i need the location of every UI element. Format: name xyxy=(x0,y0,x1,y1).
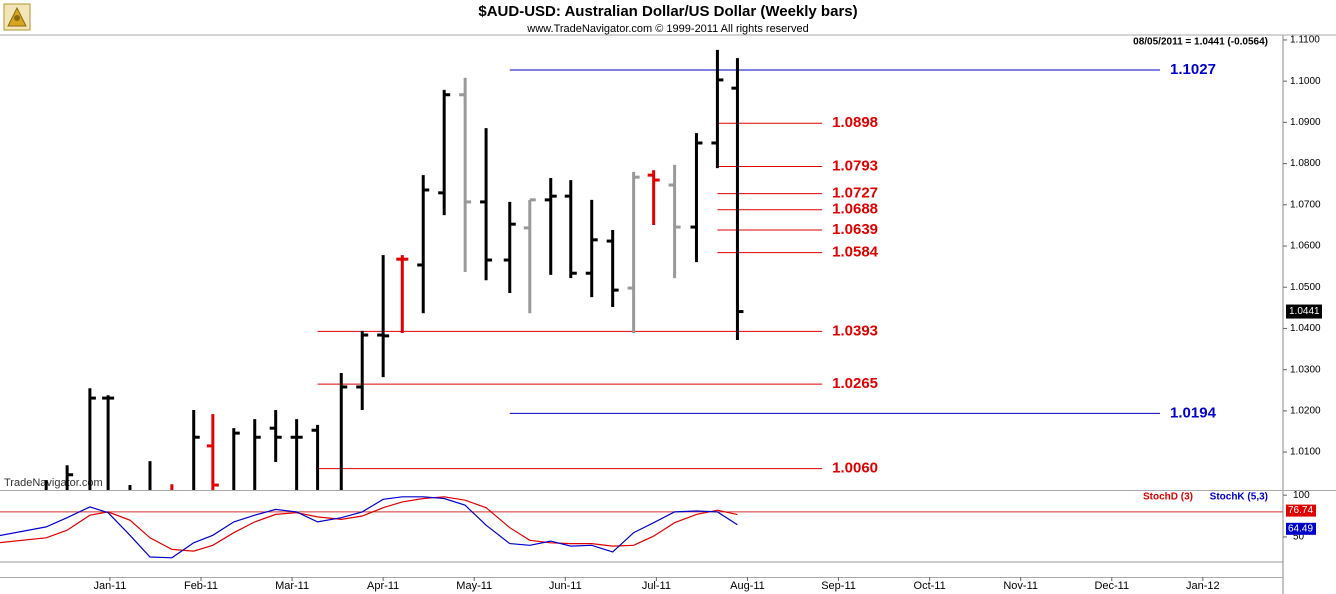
stoch-line xyxy=(0,496,738,559)
level-label: 1.0639 xyxy=(832,221,878,238)
last-value-box xyxy=(1286,522,1316,535)
level-label: 1.0688 xyxy=(832,201,878,218)
level-label: 1.0393 xyxy=(832,322,878,339)
level-label: 1.0793 xyxy=(832,157,878,174)
x-tick-label: Oct-11 xyxy=(914,580,946,592)
x-tick-label: Jul-11 xyxy=(642,580,671,592)
x-tick-label: Nov-11 xyxy=(1003,580,1038,592)
x-tick-label: Dec-11 xyxy=(1094,580,1129,592)
last-price-label: 1.0441 xyxy=(1289,306,1320,317)
level-label: 1.0727 xyxy=(832,185,878,202)
x-tick-label: Jan-12 xyxy=(1186,580,1220,592)
y-tick-label: 1.0800 xyxy=(1290,158,1321,169)
last-value-label: 76.74 xyxy=(1288,505,1313,516)
y-tick-label: 1.0200 xyxy=(1290,406,1321,417)
legend-entry: StochK (5,3) xyxy=(1210,492,1268,503)
y-tick-label: 1.1100 xyxy=(1290,35,1320,46)
y-tick-label: 1.1000 xyxy=(1290,76,1321,87)
level-label: 1.0584 xyxy=(832,244,879,261)
watermark: TradeNavigator.com xyxy=(4,477,103,489)
y-tick-label: 1.0300 xyxy=(1290,364,1321,375)
y-tick-label: 1.0400 xyxy=(1290,323,1321,334)
price-header: 08/05/2011 = 1.0441 (-0.0564) xyxy=(1133,37,1268,48)
last-value-box xyxy=(1286,504,1316,517)
level-label: 1.1027 xyxy=(1170,61,1216,78)
stoch-panel xyxy=(0,496,1283,563)
axes: 1.0100 1.0200 1.0300 1.0400 1.0500 1.0600 1.07… xyxy=(94,35,1322,592)
price-panel xyxy=(44,49,1161,490)
last-price-box xyxy=(1286,304,1322,319)
x-tick-label: Aug-11 xyxy=(730,580,765,592)
level-label: 1.0194 xyxy=(1170,404,1217,421)
y-tick-label: 1.0500 xyxy=(1290,282,1321,293)
level-label: 1.0898 xyxy=(832,114,878,131)
level-label: 1.0265 xyxy=(832,375,878,392)
y-tick-label: 100 xyxy=(1293,490,1310,501)
x-tick-label: Mar-11 xyxy=(275,580,309,592)
x-tick-label: Jan-11 xyxy=(94,580,127,592)
y-tick-label: 1.0600 xyxy=(1290,241,1321,252)
x-tick-label: May-11 xyxy=(456,580,492,592)
last-value-label: 64.49 xyxy=(1288,523,1313,534)
y-tick-label: 50 xyxy=(1293,532,1305,543)
level-label: 1.0060 xyxy=(832,460,878,477)
y-tick-label: 1.0100 xyxy=(1290,447,1321,458)
logo xyxy=(3,3,31,31)
x-tick-label: Feb-11 xyxy=(184,580,218,592)
y-tick-label: 1.0900 xyxy=(1290,117,1321,128)
x-tick-label: Jun-11 xyxy=(549,580,582,592)
chart-subtitle: www.TradeNavigator.com © 1999-2011 All r… xyxy=(526,23,808,35)
x-tick-label: Apr-11 xyxy=(367,580,399,592)
y-tick-label: 1.0700 xyxy=(1290,199,1321,210)
chart-title: $AUD-USD: Australian Dollar/US Dollar (W… xyxy=(478,3,857,20)
x-tick-label: Sep-11 xyxy=(821,580,856,592)
legend-entry: StochD (3) xyxy=(1143,492,1193,503)
